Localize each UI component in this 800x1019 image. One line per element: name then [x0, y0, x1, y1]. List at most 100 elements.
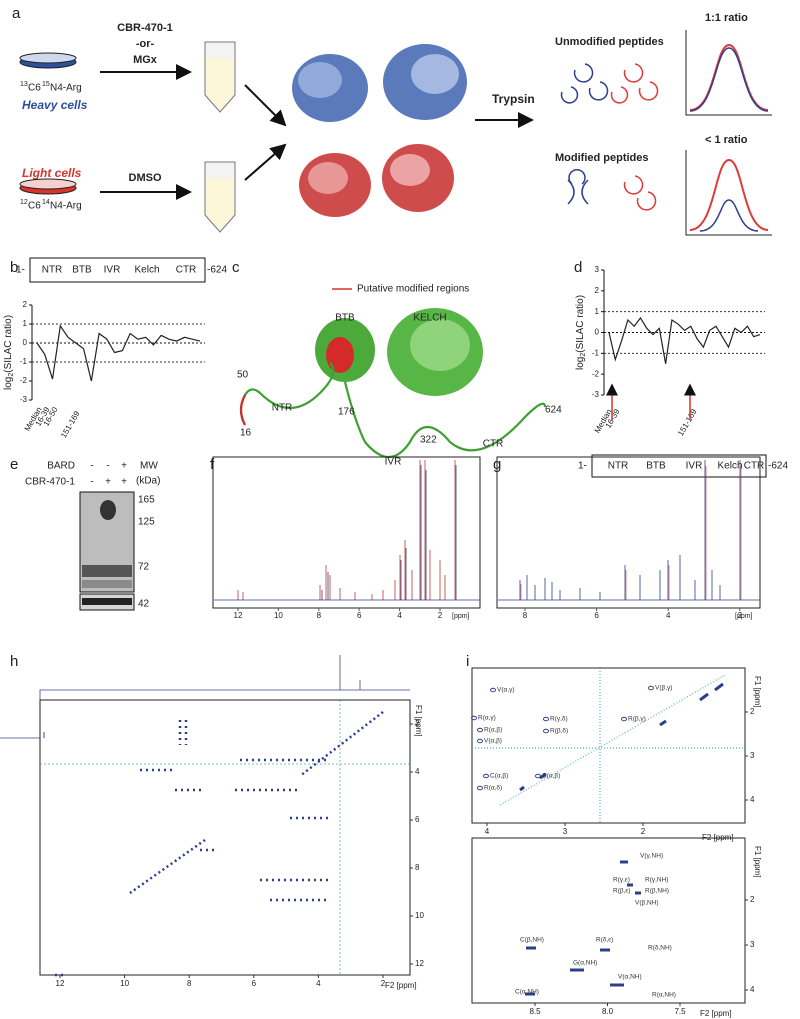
frame [471, 667, 746, 824]
lane-sign: - [106, 461, 109, 472]
lane-sign: + [105, 477, 111, 488]
panel-h: h 12 10 8 6 4 2 2 4 6 8 10 12 F2 [ppm] F1 [ppm] [0, 653, 424, 990]
y-axis-label: log2(SILAC ratio) [575, 295, 587, 370]
y-tick-label: 2 [750, 895, 755, 904]
band [82, 565, 132, 577]
x-tick-label: 8 [317, 611, 322, 620]
enzyme: Trypsin [492, 92, 535, 106]
spectrum-peaks [520, 466, 742, 600]
panel-g: g 8 6 4 2[ppm] [493, 456, 761, 620]
mw-marker: 42 [138, 599, 150, 610]
domain-start: 1- [16, 265, 25, 276]
domain-label: KELCH [413, 313, 446, 324]
y-tick-label: 6 [415, 815, 420, 824]
cross-peaks [55, 720, 330, 977]
domain-end: -624 [768, 461, 788, 472]
peak-marker [483, 773, 489, 779]
row-label: BARD [47, 461, 75, 472]
peak-marker [648, 685, 654, 691]
y-tick-label: -1 [20, 357, 28, 366]
domain-label: CTR [483, 439, 504, 450]
peak-label: R(γ,NH) [645, 877, 668, 884]
residue: 624 [545, 405, 562, 416]
panel-label: e [10, 456, 18, 473]
ratio-label: < 1 ratio [705, 134, 748, 146]
peak-label: R(β,γ) [628, 716, 646, 723]
peak-label: V(α,β) [484, 738, 502, 745]
protein-light [299, 144, 454, 217]
x-axis-label: F2 [ppm] [385, 981, 417, 990]
y-tick-label: 2 [415, 719, 420, 728]
panel-i: i 4 3 2 2 3 4 F2 [ppm] F1 [ppm] 8.5 8.0 7.5 2 3 4 F2 [… [466, 653, 762, 1018]
y-tick-label: 2 [23, 300, 28, 309]
x-tick-label: 6 [594, 611, 599, 620]
kelch-domain [410, 319, 470, 371]
contour [525, 860, 641, 996]
isotope: C6 [28, 201, 41, 212]
x-tick-label: 4 [666, 611, 671, 620]
domain-label: CTR [744, 461, 765, 472]
y-axis-label: F1 [ppm] [414, 705, 423, 737]
isotope: 15 [42, 81, 50, 88]
lane-sign: - [90, 477, 93, 488]
peak [689, 47, 769, 112]
peak-marker [477, 727, 483, 733]
domain-start: 1- [578, 461, 587, 472]
x-tick-label: 6 [357, 611, 362, 620]
x-tick-label: 8.5 [529, 1007, 541, 1016]
peak-label: R(α,δ) [484, 785, 502, 792]
panel-b: b 1- NTR BTB IVR Kelch CTR -624210-1-2-3log2(S… [3, 257, 227, 439]
panel-label: d [574, 259, 582, 276]
peak-label: V(α,γ) [497, 687, 514, 694]
x-tick-label: 8.0 [602, 1007, 614, 1016]
peak-label: C(α,NH) [515, 989, 539, 996]
peak [689, 158, 769, 231]
axis [685, 150, 772, 236]
ridge [40, 700, 410, 975]
y-tick-label: 2 [595, 286, 600, 295]
y-tick-label: 1 [595, 307, 600, 316]
silac-line [608, 316, 761, 364]
peak-label: R(γ,δ) [550, 716, 568, 723]
x-tick-label: 6 [252, 979, 257, 988]
domain-map [591, 454, 767, 478]
panel-c: c Putative modified regions BTB KELCH NT… [232, 259, 562, 468]
y-axis-label: F1 [ppm] [753, 846, 762, 878]
frame [39, 699, 411, 976]
domain-map [29, 257, 206, 283]
peak-marker [535, 773, 541, 779]
x-unit: [ppm] [735, 613, 753, 620]
peptide [560, 63, 609, 104]
y-tick-label: 12 [415, 959, 424, 968]
domain-label: NTR [608, 461, 629, 472]
isotope: 14 [42, 199, 50, 206]
x-tick-label: 8 [523, 611, 528, 620]
domain-label: BTB [72, 265, 92, 276]
group-label: Modified peptides [555, 152, 649, 164]
peak-label: V(β,NH) [635, 900, 659, 907]
frame [212, 456, 481, 609]
peak-label: R(α,β) [484, 727, 502, 734]
peak-marker [477, 738, 483, 744]
legend: Putative modified regions [357, 284, 469, 295]
dish [19, 178, 77, 190]
y-axis-label: F1 [ppm] [753, 676, 762, 708]
band [82, 580, 132, 588]
y-tick-label: 3 [595, 265, 600, 274]
peak-marker [543, 716, 549, 722]
peak-marker [490, 687, 496, 693]
peak-marker [621, 716, 627, 722]
peak-label: V(γ,NH) [640, 853, 663, 860]
silac-line [36, 324, 201, 382]
panel-label: h [10, 653, 18, 670]
domain-label: BTB [335, 313, 355, 324]
y-tick-label: 2 [750, 707, 755, 716]
x-tick-label: 2 [381, 979, 386, 988]
modified-region [239, 394, 246, 426]
y-tick-label: -2 [592, 369, 600, 378]
panel-label: c [232, 259, 240, 276]
y-tick-label: 4 [415, 767, 420, 776]
y-tick-label: -3 [592, 390, 600, 399]
panel-e: e BARD CBR-470-1 - - + - + + MW (kDa) 16… [10, 456, 160, 611]
